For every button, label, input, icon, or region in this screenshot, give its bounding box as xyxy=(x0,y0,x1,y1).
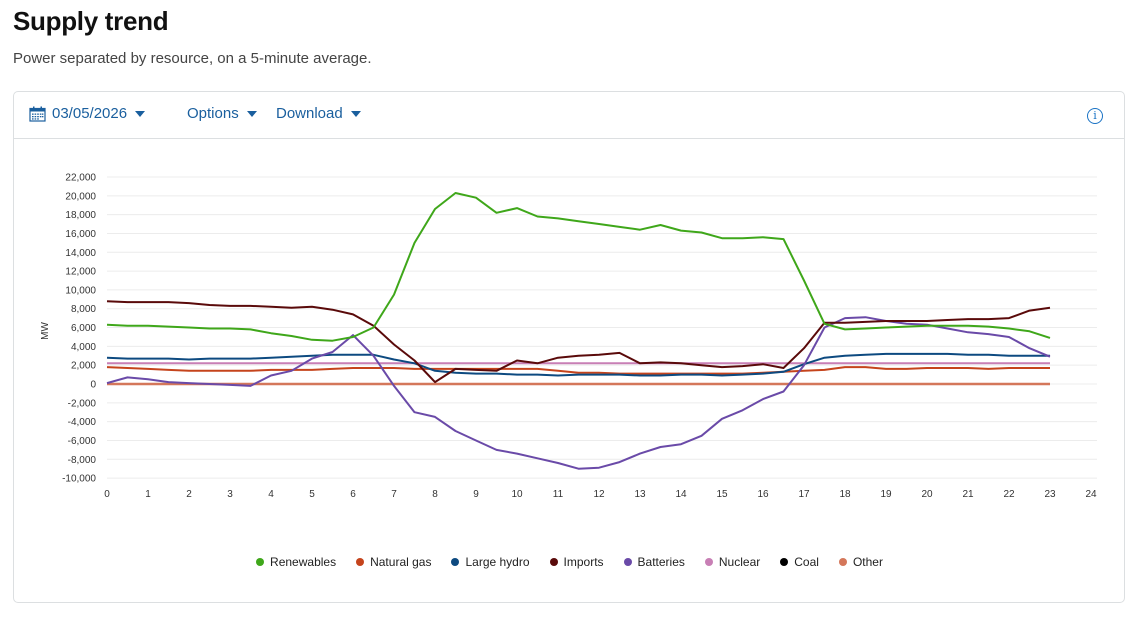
legend-item-other[interactable]: Other xyxy=(838,555,883,569)
series-line-renewables xyxy=(106,192,1051,342)
x-tick-label: 7 xyxy=(391,489,397,500)
y-tick-label: 20,000 xyxy=(65,191,96,202)
y-axis-label: MW xyxy=(40,322,51,340)
chevron-down-icon xyxy=(135,110,146,117)
legend-item-renewables[interactable]: Renewables xyxy=(256,555,336,569)
page-title: Supply trend xyxy=(13,6,169,36)
x-tick-label: 16 xyxy=(757,489,769,500)
legend-item-large-hydro[interactable]: Large hydro xyxy=(451,555,530,569)
legend-dot-icon xyxy=(780,558,789,566)
x-tick-label: 9 xyxy=(473,489,479,500)
x-tick-label: 21 xyxy=(962,489,974,500)
y-tick-label: 22,000 xyxy=(65,173,96,184)
chevron-down-icon xyxy=(350,110,361,117)
legend-dot-icon xyxy=(356,558,365,566)
x-tick-label: 19 xyxy=(880,489,892,500)
x-tick-label: 10 xyxy=(511,489,523,500)
series-line-batteries xyxy=(106,316,1051,470)
legend-label: Large hydro xyxy=(465,555,530,569)
x-tick-label: 6 xyxy=(350,489,356,500)
x-tick-label: 18 xyxy=(839,489,851,500)
y-tick-label: 10,000 xyxy=(65,285,96,296)
x-tick-label: 5 xyxy=(309,489,315,500)
chart-toolbar: 03/05/2026 Options Download i xyxy=(14,92,1124,139)
y-tick-label: -10,000 xyxy=(62,474,96,485)
y-tick-label: -4,000 xyxy=(68,417,97,428)
legend-item-batteries[interactable]: Batteries xyxy=(623,555,685,569)
y-tick-label: 16,000 xyxy=(65,229,96,240)
download-dropdown[interactable]: Download xyxy=(276,105,361,122)
legend-item-imports[interactable]: Imports xyxy=(549,555,604,569)
legend-label: Imports xyxy=(563,555,604,569)
legend-label: Coal xyxy=(794,555,819,569)
grid-lines xyxy=(107,176,1097,479)
chart-card: 03/05/2026 Options Download i xyxy=(13,91,1125,603)
options-label: Options xyxy=(187,105,239,122)
legend-dot-icon xyxy=(256,558,265,566)
legend-dot-icon xyxy=(704,558,713,566)
y-tick-label: 14,000 xyxy=(65,248,96,259)
x-axis-ticks: 0 1 2 3 4 5 6 7 8 9 10 11 12 13 14 15 16 17 18 19 20 21 22 23 24 xyxy=(104,489,1097,500)
legend-label: Batteries xyxy=(637,555,685,569)
x-tick-label: 11 xyxy=(553,489,564,500)
x-tick-label: 4 xyxy=(268,489,274,500)
y-tick-label: 6,000 xyxy=(71,323,96,334)
legend-label: Natural gas xyxy=(370,555,432,569)
series-line-natural-gas xyxy=(106,366,1050,375)
calendar-icon xyxy=(29,106,46,122)
page-subtitle: Power separated by resource, on a 5-minu… xyxy=(13,50,372,67)
options-dropdown[interactable]: Options xyxy=(187,105,257,122)
x-tick-label: 13 xyxy=(634,489,646,500)
legend-label: Nuclear xyxy=(718,555,761,569)
x-tick-label: 2 xyxy=(186,489,192,500)
y-tick-label: 12,000 xyxy=(65,267,96,278)
x-tick-label: 22 xyxy=(1003,489,1015,500)
x-tick-label: 1 xyxy=(145,489,151,500)
y-tick-label: -2,000 xyxy=(68,398,97,409)
x-tick-label: 20 xyxy=(921,489,933,500)
y-tick-label: 0 xyxy=(90,380,96,391)
x-tick-label: 15 xyxy=(716,489,728,500)
y-tick-label: -8,000 xyxy=(68,455,97,466)
date-picker-button[interactable]: 03/05/2026 xyxy=(29,105,146,122)
series-line-large-hydro xyxy=(106,352,1050,377)
info-icon[interactable]: i xyxy=(1087,108,1103,124)
x-tick-label: 12 xyxy=(593,489,605,500)
legend-dot-icon xyxy=(623,558,632,566)
legend-label: Other xyxy=(852,555,883,569)
y-tick-label: 2,000 xyxy=(71,361,96,372)
download-label: Download xyxy=(276,105,343,122)
series-line-imports xyxy=(106,300,1051,384)
legend-dot-icon xyxy=(838,558,847,566)
x-tick-label: 24 xyxy=(1085,489,1097,500)
x-tick-label: 0 xyxy=(104,489,110,500)
chart-legend: Renewables Natural gas Large hydro Imports B… xyxy=(0,555,1139,569)
x-tick-label: 3 xyxy=(227,489,233,500)
chevron-down-icon xyxy=(246,110,257,117)
y-tick-label: 8,000 xyxy=(71,304,96,315)
y-tick-label: 18,000 xyxy=(65,210,96,221)
x-tick-label: 23 xyxy=(1044,489,1056,500)
legend-dot-icon xyxy=(451,558,460,566)
legend-item-nuclear[interactable]: Nuclear xyxy=(704,555,761,569)
legend-item-coal[interactable]: Coal xyxy=(780,555,819,569)
y-tick-label: 4,000 xyxy=(71,342,96,353)
legend-label: Renewables xyxy=(270,555,337,569)
x-tick-label: 17 xyxy=(798,489,810,500)
date-value: 03/05/2026 xyxy=(52,105,128,122)
legend-dot-icon xyxy=(549,558,558,566)
x-tick-label: 14 xyxy=(675,489,687,500)
series-lines xyxy=(106,192,1051,470)
legend-item-natural-gas[interactable]: Natural gas xyxy=(356,555,431,569)
x-tick-label: 8 xyxy=(432,489,438,500)
y-axis-ticks: 22,000 20,000 18,000 16,000 14,000 12,000 10,0… xyxy=(62,173,96,485)
y-tick-label: -6,000 xyxy=(68,436,97,447)
